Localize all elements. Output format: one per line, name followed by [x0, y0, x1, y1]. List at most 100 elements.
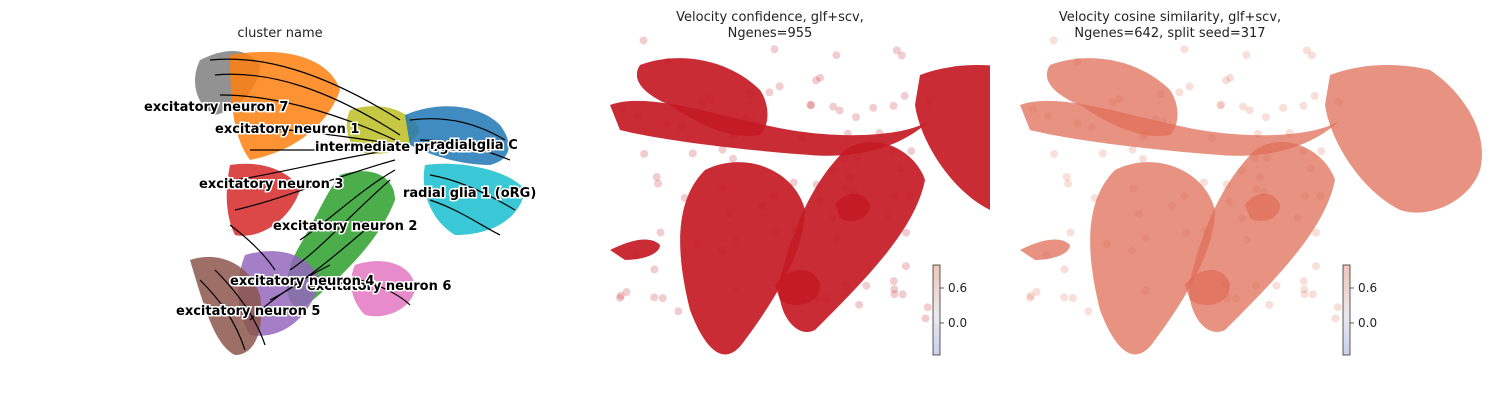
- scatter-point: [889, 277, 898, 286]
- velocity-streamline: [429, 199, 501, 236]
- scatter-point: [632, 251, 641, 260]
- scatter-point: [663, 57, 672, 66]
- scatter-point: [656, 228, 665, 237]
- scatter-point: [1307, 51, 1316, 60]
- scatter-point: [883, 213, 892, 222]
- scatter-point: [890, 192, 899, 201]
- scatter-point: [1026, 293, 1035, 302]
- point-cloud: [1020, 239, 1070, 260]
- scatter-point: [650, 265, 659, 274]
- scatter-point: [746, 90, 755, 99]
- point-cloud: [1185, 270, 1230, 305]
- scatter-point: [1201, 226, 1210, 235]
- scatter-point: [1129, 184, 1138, 193]
- cluster-label: excitatory neuron 7: [144, 100, 288, 115]
- colorbar-tick-label: 0.0: [1358, 316, 1377, 330]
- scatter-point: [924, 97, 933, 106]
- scatter-point: [770, 192, 779, 201]
- scatter-point: [1272, 281, 1281, 290]
- cosine-similarity-plot: 0.6 0.0: [1020, 36, 1482, 356]
- scatter-point: [1029, 105, 1038, 114]
- scatter-point: [1060, 265, 1069, 274]
- scatter-point: [719, 184, 728, 193]
- scatter-point: [1317, 147, 1326, 156]
- cluster-embedding-plot: excitatory neuron 7 excitatory neuron 1 in…: [143, 50, 538, 355]
- scatter-point: [1090, 194, 1099, 203]
- scatter-point: [835, 106, 844, 115]
- scatter-point: [923, 303, 932, 312]
- scatter-point: [845, 173, 854, 182]
- scatter-point: [728, 154, 737, 163]
- scatter-point: [1062, 172, 1071, 181]
- scatter-point: [1199, 178, 1208, 187]
- point-cloud: [1046, 58, 1178, 136]
- scatter-point: [1128, 246, 1137, 255]
- velocity-streamline: [289, 179, 391, 271]
- scatter-point: [1073, 119, 1082, 128]
- scatter-point: [1042, 251, 1051, 260]
- point-cloud: [680, 162, 805, 355]
- scatter-point: [772, 228, 781, 237]
- scatter-point: [797, 134, 806, 143]
- velocity-streamline: [299, 169, 396, 241]
- point-cloud: [1245, 193, 1280, 222]
- cosine-similarity-panel: Velocity cosine similarity, glf+scv, Nge…: [990, 0, 1500, 400]
- colorbar: [1342, 264, 1351, 356]
- scatter-point: [875, 129, 884, 138]
- scatter-point: [1293, 213, 1302, 222]
- point-cloud: [915, 65, 990, 210]
- cluster-radial-glia-c: [405, 106, 509, 165]
- cluster-label: excitatory neuron 1: [215, 122, 359, 137]
- scatter-point: [692, 239, 701, 248]
- scatter-point: [698, 98, 707, 107]
- scatter-point: [680, 194, 689, 203]
- scatter-point: [1049, 36, 1058, 45]
- scatter-point: [812, 180, 821, 189]
- scatter-point: [907, 147, 916, 156]
- scatter-point: [1311, 262, 1320, 271]
- cluster-excitatory-neuron-3: [226, 163, 300, 236]
- scatter-point: [748, 118, 757, 127]
- scatter-point: [897, 51, 906, 60]
- scatter-point: [1182, 228, 1191, 237]
- scatter-point: [658, 294, 667, 303]
- scatter-point: [897, 164, 906, 173]
- scatter-point: [1156, 90, 1165, 99]
- velocity-streamline: [249, 264, 331, 321]
- cluster-label: excitatory neuron 4: [230, 274, 374, 289]
- scatter-point: [1226, 73, 1235, 82]
- scatter-point: [616, 293, 625, 302]
- scatter-point: [1243, 235, 1252, 244]
- scatter-point: [842, 185, 851, 194]
- scatter-point: [906, 192, 915, 201]
- scatter-point: [1252, 281, 1261, 290]
- point-cloud: [610, 100, 930, 156]
- scatter-point: [1060, 293, 1069, 302]
- velocity-streamline: [214, 269, 266, 346]
- scatter-point: [724, 210, 733, 219]
- panel-title: cluster name: [237, 26, 323, 41]
- scatter-point: [1250, 154, 1259, 163]
- scatter-point: [731, 286, 740, 295]
- scatter-point: [901, 262, 910, 271]
- scatter-point: [729, 132, 738, 141]
- scatter-point: [1238, 167, 1247, 176]
- scatter-point: [1299, 277, 1308, 286]
- colorbar-tick-label: 0.0: [948, 316, 967, 330]
- scatter-point: [902, 228, 911, 237]
- scatter-point: [1239, 102, 1248, 111]
- scatter-point: [718, 145, 727, 154]
- scatter-point: [1115, 94, 1124, 103]
- scatter-point: [1180, 45, 1189, 54]
- scatter-point: [1073, 57, 1082, 66]
- scatter-point: [1167, 202, 1176, 211]
- scatter-point: [1316, 192, 1325, 201]
- velocity-streamline: [199, 279, 246, 351]
- scatter-point: [619, 105, 628, 114]
- colorbar-tick-label: 0.6: [948, 281, 967, 295]
- scatter-point: [832, 51, 841, 60]
- colorbar: [932, 264, 941, 356]
- scatter-point: [1142, 234, 1151, 243]
- scatter-point: [1307, 164, 1316, 173]
- scatter-point: [862, 281, 871, 290]
